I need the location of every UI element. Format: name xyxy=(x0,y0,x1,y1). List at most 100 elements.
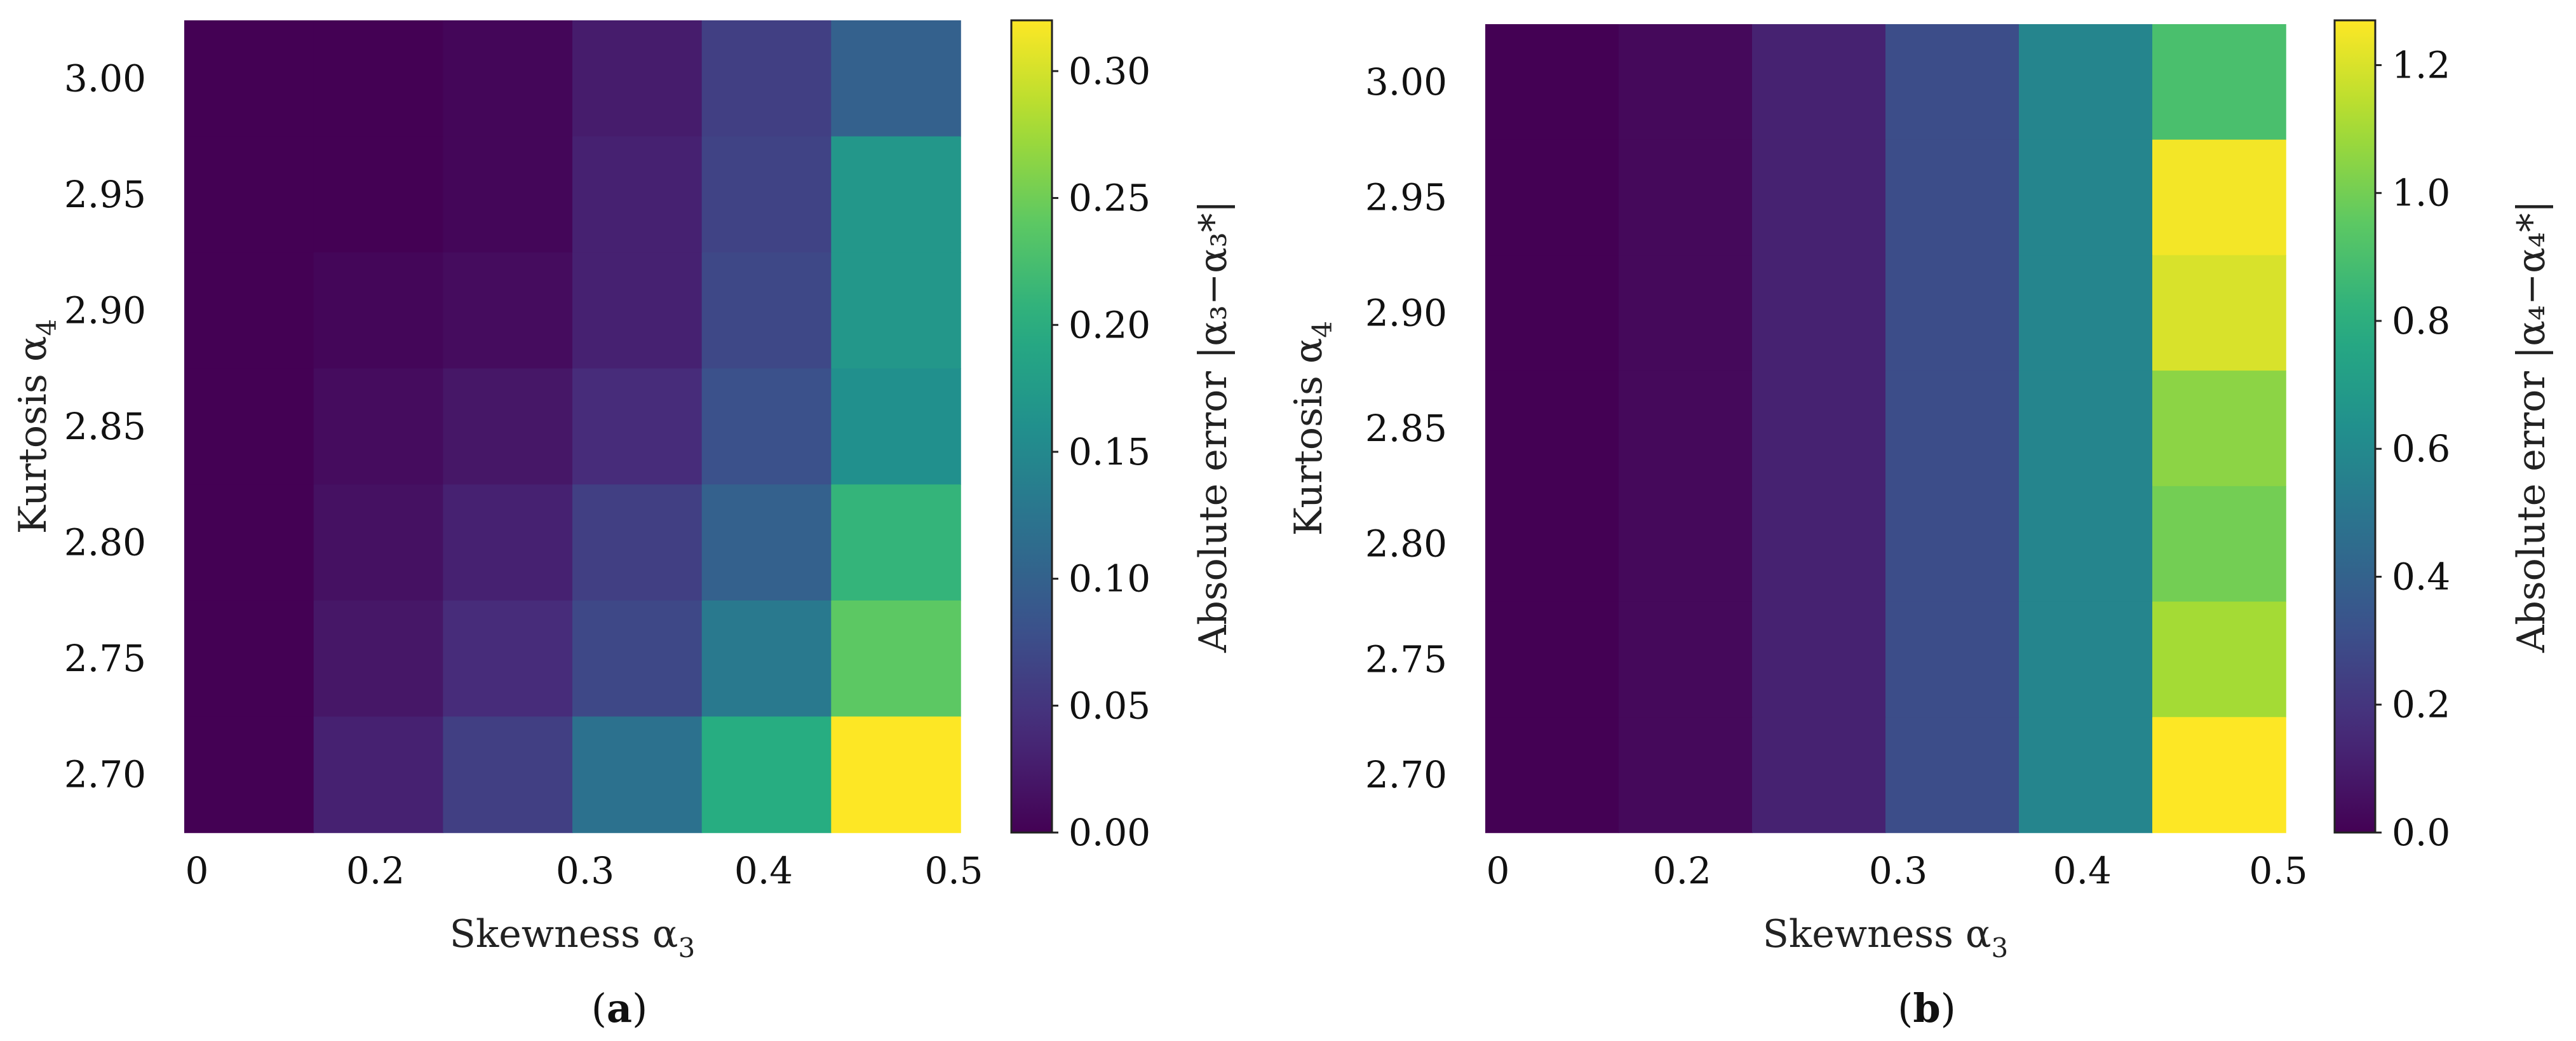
heatmap-cell xyxy=(1885,139,2020,256)
heatmap-cell xyxy=(1485,601,1619,718)
x-axis-label: Skewness α3 xyxy=(1763,912,2008,963)
heatmap-cell xyxy=(184,368,314,486)
x-tick-label: 0.2 xyxy=(346,849,405,892)
y-tick-label: 2.80 xyxy=(64,521,146,564)
y-tick-label: 2.75 xyxy=(1365,637,1447,681)
heatmap-cell xyxy=(1619,601,1753,718)
heatmap-cell xyxy=(313,716,444,833)
heatmap-cell xyxy=(2019,139,2153,256)
panel-label-close: ) xyxy=(1941,985,1956,1031)
colorbar-tick-label: 0.6 xyxy=(2392,427,2450,470)
x-tick-label: 0.5 xyxy=(924,849,983,892)
heatmap-cell xyxy=(1885,24,2020,140)
y-axis-label-text: Kurtosis α xyxy=(11,336,55,534)
heatmap-cell xyxy=(572,716,703,833)
heatmap-cell xyxy=(701,600,832,718)
heatmap-cell xyxy=(701,716,832,833)
heatmap-cell xyxy=(1619,24,1753,140)
heatmap-cell xyxy=(1752,139,1886,256)
colorbar-tick-label: 0.8 xyxy=(2392,299,2450,343)
panel-label-close: ) xyxy=(632,985,647,1031)
heatmap-cell xyxy=(572,136,703,253)
heatmap-cell xyxy=(1619,371,1753,487)
panel-label-open: ( xyxy=(591,985,607,1031)
heatmap-cell xyxy=(184,484,314,601)
heatmap-cell xyxy=(443,136,573,253)
heatmap-cell xyxy=(1752,371,1886,487)
y-axis-label-subscript: 4 xyxy=(1307,321,1338,338)
heatmap-cell xyxy=(572,252,703,369)
heatmap-cell xyxy=(831,484,961,601)
heatmap-cell xyxy=(313,600,444,718)
colorbar-tick-label: 1.0 xyxy=(2392,172,2450,215)
heatmap-panel-b: 3.00 2.95 2.90 2.85 2.80 2.75 2.70 0 0.2 0.3 0.4 0.… xyxy=(1286,19,2554,1031)
y-tick-label: 3.00 xyxy=(1365,60,1447,104)
y-tick-label: 2.95 xyxy=(1365,176,1447,219)
panel-label-open: ( xyxy=(1898,985,1913,1031)
heatmap-cell xyxy=(2152,371,2286,487)
colorbar-tick-label: 0.0 xyxy=(2392,811,2450,854)
heatmap-cell xyxy=(1619,717,1753,833)
heatmap-cell xyxy=(2019,255,2153,371)
heatmap-cell xyxy=(1485,486,1619,602)
heatmap-cell xyxy=(2019,717,2153,833)
heatmap-cell xyxy=(2019,24,2153,140)
heatmap-cell xyxy=(572,600,703,718)
heatmap-cell xyxy=(1752,601,1886,718)
heatmap-cell xyxy=(831,20,961,137)
heatmap-cell xyxy=(1752,486,1886,602)
y-tick-label: 3.00 xyxy=(64,57,146,100)
heatmap-cell xyxy=(1885,601,2020,718)
heatmap-panel-a: 3.00 2.95 2.90 2.85 2.80 2.75 2.70 0 0.2 0.3 0.4 0.… xyxy=(11,19,1236,1031)
y-tick-label: 2.95 xyxy=(64,173,146,216)
y-tick-label: 2.85 xyxy=(1365,407,1447,450)
heatmap-cell xyxy=(1752,255,1886,371)
x-tick-label: 0.5 xyxy=(2249,849,2307,892)
heatmap-cell xyxy=(572,20,703,137)
x-tick-label: 0 xyxy=(1487,849,1510,892)
heatmap-cell xyxy=(443,20,573,137)
heatmap-cell xyxy=(2019,601,2153,718)
colorbar-tick-label: 0.2 xyxy=(2392,683,2450,726)
heatmap-cell xyxy=(1885,255,2020,371)
x-tick-label: 0.4 xyxy=(2053,849,2112,892)
y-axis-label-text: Kurtosis α xyxy=(1286,338,1331,536)
heatmap-cell xyxy=(2152,255,2286,371)
x-tick-label: 0 xyxy=(185,849,209,892)
x-axis-label: Skewness α3 xyxy=(450,912,695,963)
y-tick-label: 2.70 xyxy=(1365,753,1447,796)
heatmap-cell xyxy=(572,484,703,601)
panel-label-letter: a xyxy=(607,985,632,1031)
colorbar xyxy=(1010,19,1053,834)
heatmap-cell xyxy=(184,136,314,253)
heatmap-cell xyxy=(184,252,314,369)
colorbar-tick-label: 0.30 xyxy=(1069,50,1150,93)
panel-label-letter: b xyxy=(1913,985,1940,1031)
colorbar-tick-label: 0.25 xyxy=(1069,177,1150,220)
panel-label: (a) xyxy=(591,985,648,1031)
panel-label: (b) xyxy=(1898,985,1956,1031)
heatmap-cell xyxy=(2019,486,2153,602)
colorbar-tick-label: 0.05 xyxy=(1069,684,1150,727)
heatmap-cell xyxy=(1752,24,1886,140)
colorbar-tick-label: 1.2 xyxy=(2392,43,2450,86)
heatmap-cell xyxy=(2152,139,2286,256)
heatmap-cell xyxy=(1885,486,2020,602)
heatmap-cell xyxy=(572,368,703,486)
heatmap-cell xyxy=(1485,717,1619,833)
y-tick-label: 2.70 xyxy=(64,753,146,796)
x-tick-label: 0.3 xyxy=(556,849,614,892)
y-tick-label: 2.80 xyxy=(1365,522,1447,566)
heatmap-cell xyxy=(184,716,314,833)
heatmap-cell xyxy=(443,484,573,601)
colorbar-label: Absolute error |α₄−α₄*| xyxy=(2509,200,2554,653)
colorbar-label: Absolute error |α₃−α₃*| xyxy=(1191,200,1236,653)
y-tick-label: 2.85 xyxy=(64,405,146,448)
heatmap-cell xyxy=(831,600,961,718)
heatmap-cell xyxy=(2019,371,2153,487)
heatmap-cell xyxy=(1619,255,1753,371)
colorbar-tick-label: 0.15 xyxy=(1069,430,1150,473)
heatmap-cell xyxy=(701,252,832,369)
heatmap-cell xyxy=(313,136,444,253)
